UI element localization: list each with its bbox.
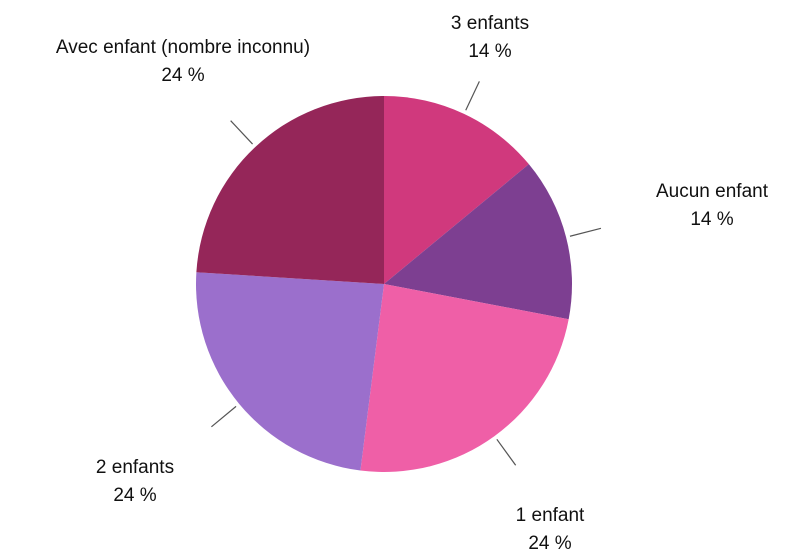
leader-line — [211, 405, 237, 428]
slice-label: Aucun enfant — [656, 181, 769, 202]
slice-value-label: 24 % — [161, 65, 204, 86]
pie-slice — [195, 272, 384, 471]
slice-label: 1 enfant — [516, 505, 585, 526]
slice-value-label: 14 % — [468, 41, 511, 62]
pie-slice — [360, 284, 569, 472]
slice-value-label: 24 % — [113, 485, 156, 506]
slice-label: 3 enfants — [451, 13, 529, 34]
leader-line — [465, 81, 480, 111]
slice-value-label: 14 % — [690, 209, 733, 230]
slice-label: Avec enfant (nombre inconnu) — [56, 37, 310, 58]
slice-label: 2 enfants — [96, 457, 174, 478]
pie-slice — [384, 96, 529, 284]
slice-value-label: 24 % — [528, 533, 571, 554]
leader-line — [569, 227, 602, 237]
pie-slice — [196, 96, 384, 284]
leader-line — [496, 438, 517, 466]
pie-slice — [384, 164, 572, 320]
leader-line — [230, 120, 254, 145]
